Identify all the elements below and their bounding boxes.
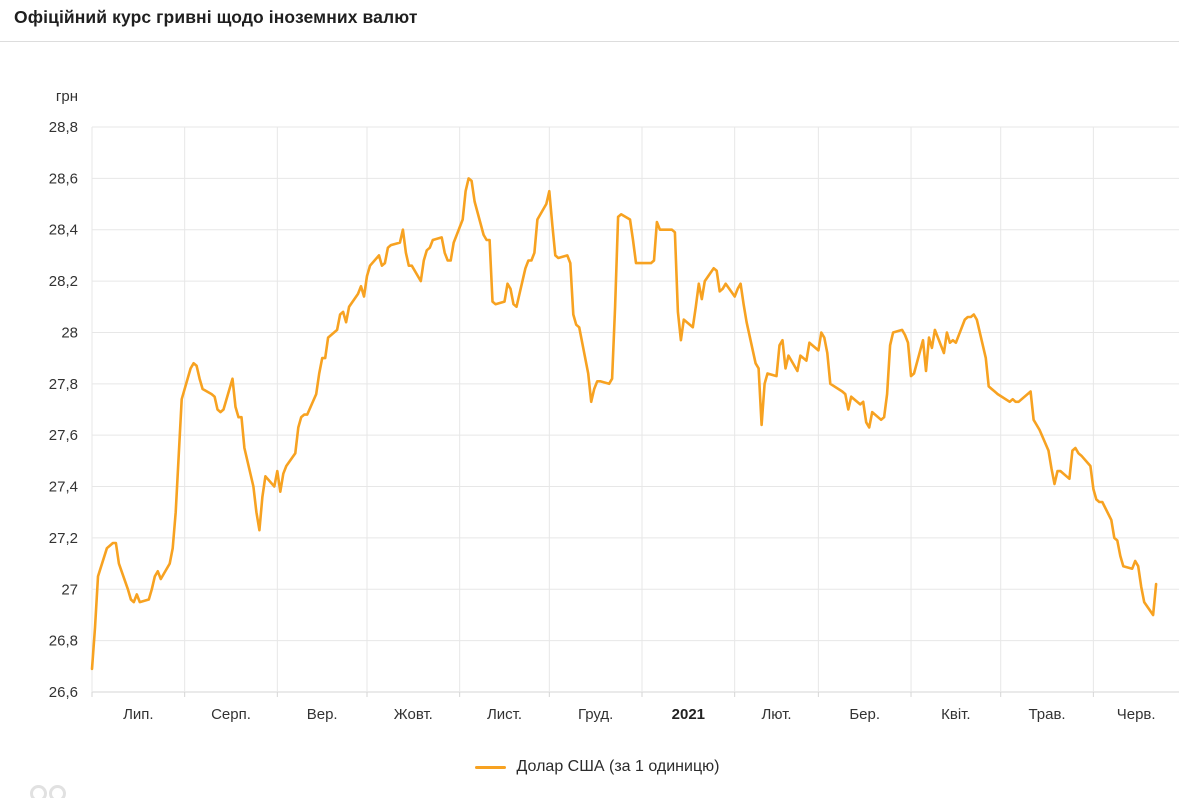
y-axis-tick-label: 27,6 <box>49 427 78 444</box>
x-axis-month-label: Квіт. <box>941 706 970 723</box>
y-axis-tick-label: 27,2 <box>49 530 78 547</box>
legend-item-usd[interactable]: Долар США (за 1 одиницю) <box>92 758 1102 776</box>
y-axis-tick-label: 27,4 <box>49 479 78 496</box>
page-title: Офіційний курс гривні щодо іноземних вал… <box>14 7 418 27</box>
watermark-fragment <box>30 785 120 798</box>
y-axis-unit-label: грн <box>55 88 78 105</box>
x-axis-month-label: Лют. <box>761 706 791 723</box>
x-axis-month-label: Черв. <box>1117 706 1156 723</box>
y-axis-tick-label: 26,8 <box>49 633 78 650</box>
y-axis-tick-label: 28,2 <box>49 273 78 290</box>
series-line-usd[interactable] <box>90 177 1158 671</box>
y-axis-tick-label: 28 <box>61 324 78 341</box>
y-axis-tick-label: 28,8 <box>49 119 78 136</box>
title-divider <box>0 41 1179 42</box>
x-axis-month-label: Лип. <box>123 706 154 723</box>
legend-label: Долар США (за 1 одиницю) <box>516 758 720 775</box>
x-axis-month-label: Груд. <box>578 706 613 723</box>
x-axis-month-label: Серп. <box>211 706 251 723</box>
x-axis-month-label: Бер. <box>849 706 880 723</box>
x-axis-month-label: Жовт. <box>394 706 433 723</box>
x-axis-month-label: 2021 <box>672 706 705 723</box>
y-axis-tick-label: 26,6 <box>49 684 78 701</box>
watermark-arc-icon <box>30 785 47 798</box>
y-axis-tick-label: 28,4 <box>49 222 78 239</box>
y-axis-tick-label: 27 <box>61 581 78 598</box>
x-axis-month-label: Лист. <box>487 706 522 723</box>
y-axis-tick-label: 27,8 <box>49 376 78 393</box>
y-axis-tick-label: 28,6 <box>49 170 78 187</box>
x-axis-month-label: Вер. <box>307 706 338 723</box>
legend-line-marker-icon <box>474 765 506 769</box>
x-axis-month-label: Трав. <box>1028 706 1065 723</box>
watermark-arc-icon <box>49 785 66 798</box>
